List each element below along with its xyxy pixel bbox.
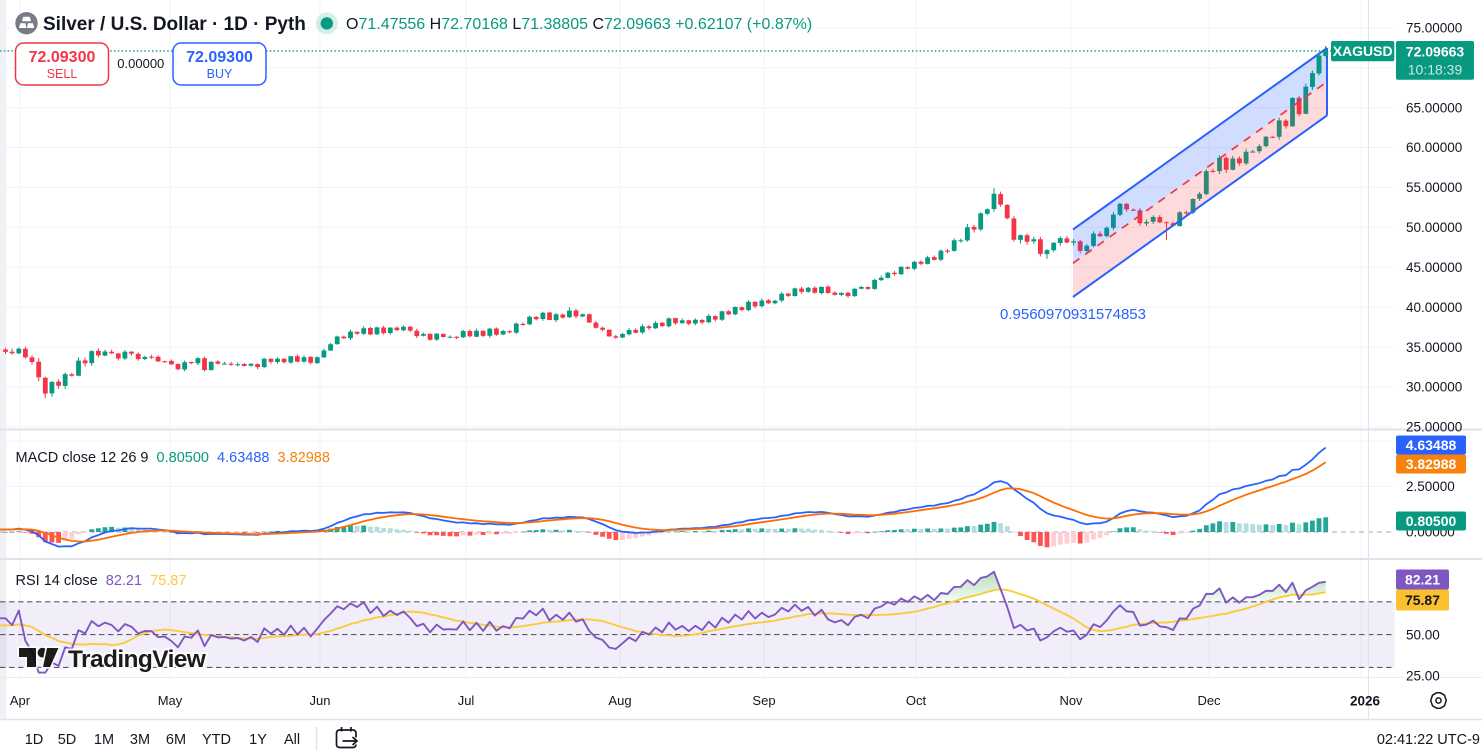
svg-text:1M: 1M [94,732,114,748]
svg-text:RSI 14 close 82.21 75.87: RSI 14 close 82.21 75.87 [16,573,187,589]
svg-text:All: All [284,732,300,748]
svg-text:75.87: 75.87 [1405,592,1440,608]
svg-text:Nov: Nov [1059,693,1083,708]
svg-text:Oct: Oct [906,693,927,708]
svg-text:82.21: 82.21 [1405,572,1440,588]
svg-text:75.00000: 75.00000 [1406,20,1462,35]
svg-text:72.09300: 72.09300 [29,49,96,66]
svg-text:72.09300: 72.09300 [186,49,253,66]
svg-text:1D: 1D [25,732,44,748]
svg-text:Sep: Sep [752,693,775,708]
svg-text:1Y: 1Y [249,732,267,748]
svg-text:MACD close 12 26 9 0.80500 4: MACD close 12 26 9 0.80500 4.63488 3.829… [16,450,330,466]
svg-text:XAGUSD: XAGUSD [1333,43,1393,59]
svg-text:6M: 6M [166,732,186,748]
svg-text:55.00000: 55.00000 [1406,180,1462,195]
svg-text:Apr: Apr [10,693,31,708]
svg-text:50.00: 50.00 [1406,627,1440,642]
svg-text:50.00000: 50.00000 [1406,220,1462,235]
svg-text:35.00000: 35.00000 [1406,340,1462,355]
svg-text:02:41:22 UTC-9: 02:41:22 UTC-9 [1377,732,1480,748]
svg-text:Dec: Dec [1197,693,1221,708]
svg-text:30.00000: 30.00000 [1406,380,1462,395]
svg-text:25.00000: 25.00000 [1406,420,1462,435]
svg-text:Jul: Jul [458,693,475,708]
svg-text:60.00000: 60.00000 [1406,140,1462,155]
svg-text:4.63488: 4.63488 [1406,437,1457,453]
svg-text:YTD: YTD [202,732,231,748]
svg-text:0.9560970931574853: 0.9560970931574853 [1000,306,1146,323]
svg-text:25.00: 25.00 [1406,668,1440,683]
svg-text:SELL: SELL [47,67,78,81]
svg-text:Jun: Jun [310,693,331,708]
svg-text:Silver / U.S. Dollar · 1D · Py: Silver / U.S. Dollar · 1D · Pyth [43,14,306,35]
svg-text:2026: 2026 [1350,694,1381,709]
svg-text:O71.47556 H72.70168 L71.38805: O71.47556 H72.70168 L71.38805 C72.09663 … [346,16,812,33]
svg-text:TradingView: TradingView [68,646,207,673]
svg-text:40.00000: 40.00000 [1406,300,1462,315]
svg-text:65.00000: 65.00000 [1406,100,1462,115]
svg-text:3M: 3M [130,732,150,748]
svg-text:0.80500: 0.80500 [1406,513,1457,529]
svg-text:45.00000: 45.00000 [1406,260,1462,275]
svg-text:3.82988: 3.82988 [1406,456,1457,472]
svg-text:0.00000: 0.00000 [117,56,164,71]
svg-text:10:18:39: 10:18:39 [1408,62,1463,78]
svg-text:5D: 5D [58,732,77,748]
svg-text:Aug: Aug [608,693,631,708]
svg-text:2.50000: 2.50000 [1406,479,1455,494]
svg-text:BUY: BUY [207,67,233,81]
svg-text:72.09663: 72.09663 [1406,43,1465,59]
svg-text:May: May [158,693,183,708]
